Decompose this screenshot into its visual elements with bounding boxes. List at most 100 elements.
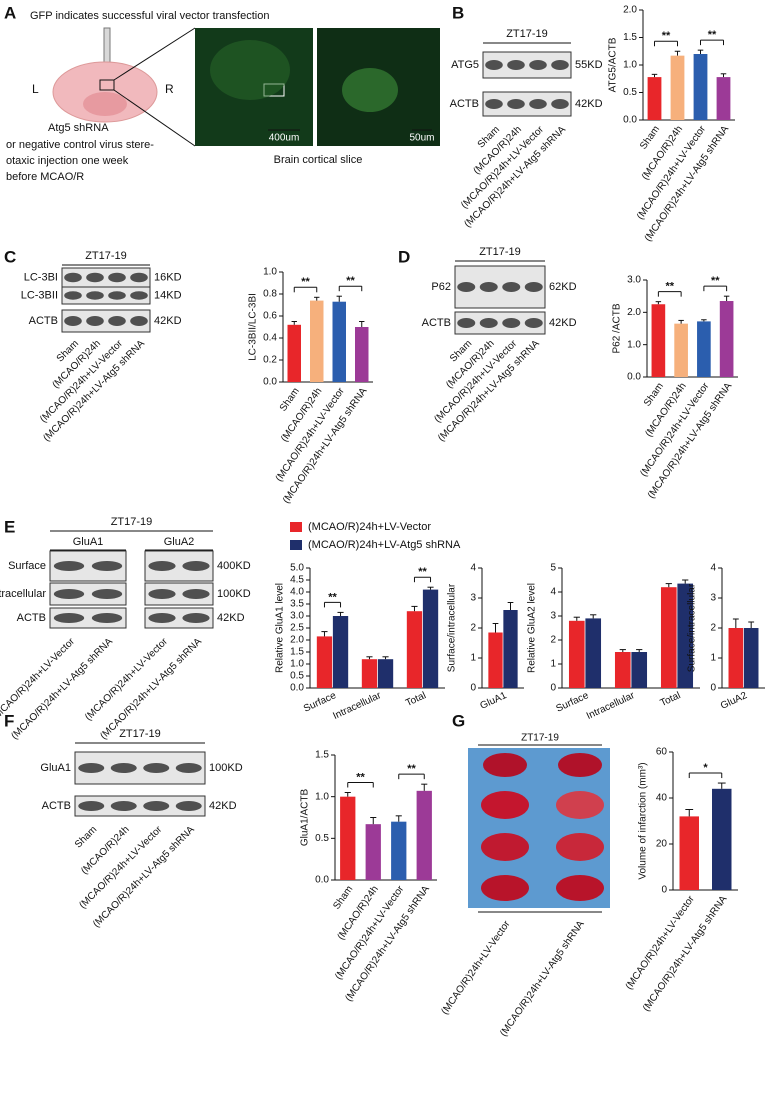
y-tick-label: 0.4 <box>263 333 277 344</box>
blot-band <box>148 589 176 599</box>
blot-band <box>485 99 503 109</box>
y-tick-label: 1.5 <box>623 32 637 43</box>
panel-label: E <box>4 517 15 536</box>
brain-section <box>481 833 529 861</box>
x-tick-label: Total <box>659 690 683 709</box>
blot-band <box>479 318 498 328</box>
bar <box>712 788 732 890</box>
blot-band <box>529 60 547 70</box>
size-label: 400KD <box>217 560 251 572</box>
blot-box <box>454 311 546 335</box>
time-label: ZT17-19 <box>119 728 161 740</box>
bar <box>679 816 699 890</box>
panel-label: C <box>4 247 16 266</box>
blot-band <box>143 801 170 811</box>
injection-box <box>99 79 115 91</box>
y-axis-title: Relative GluA1 level <box>275 583 286 673</box>
time-label: ZT17-19 <box>521 733 559 744</box>
blot-band <box>130 291 148 300</box>
y-tick-label: 40 <box>656 793 668 804</box>
hemisphere-label: L <box>32 82 39 96</box>
legend-swatch <box>290 522 302 532</box>
panel-label: A <box>4 3 16 22</box>
y-tick-label: 0 <box>710 683 716 694</box>
bar <box>660 587 677 688</box>
blot-band <box>64 291 82 300</box>
lane-label: Sham <box>73 824 99 850</box>
row-label: ATG5 <box>451 59 479 71</box>
y-tick-label: 4 <box>710 563 716 574</box>
brain-section <box>558 753 602 777</box>
y-axis-title: P62 /ACTB <box>612 303 623 353</box>
bar <box>332 616 349 688</box>
syringe <box>103 27 111 67</box>
y-tick-label: 2.5 <box>290 623 304 634</box>
blot-band <box>457 282 476 292</box>
bar <box>416 790 432 880</box>
x-tick-label: GluA2 <box>719 690 749 712</box>
injection-note: otaxic injection one week <box>6 155 129 167</box>
y-tick-label: 20 <box>656 839 668 850</box>
brain-section <box>481 875 529 901</box>
brain-section <box>483 753 527 777</box>
bar <box>287 324 301 382</box>
y-tick-label: 0.5 <box>315 833 329 844</box>
sig-label: ** <box>328 591 337 603</box>
blot-band <box>148 613 176 623</box>
y-axis-title: Relative GluA2 level <box>527 583 538 673</box>
time-label: ZT17-19 <box>506 28 548 40</box>
x-tick-label: Intracellular <box>331 690 383 722</box>
size-label: 14KD <box>154 289 182 301</box>
blot-band <box>91 589 123 599</box>
bar <box>677 583 694 688</box>
blot-band <box>182 613 210 623</box>
y-tick-label: 0.8 <box>263 289 277 300</box>
row-label: ACTB <box>17 612 46 624</box>
row-label: LC-3BI <box>24 271 58 283</box>
time-label: ZT17-19 <box>111 516 153 528</box>
y-tick-label: 2 <box>470 623 476 634</box>
y-axis-title: Volume of infarction (mm³) <box>638 762 649 879</box>
blot-band <box>175 763 202 773</box>
lane-label: (MCAO/R)24h+LV-Atg5 shRNA <box>498 919 587 1039</box>
bar <box>310 300 324 382</box>
blot-band <box>130 316 148 326</box>
bar <box>391 821 407 880</box>
bar <box>377 659 394 688</box>
size-label: 42KD <box>575 98 603 110</box>
legend-label: (MCAO/R)24h+LV-Atg5 shRNA <box>308 539 461 551</box>
row-label: ACTB <box>422 317 451 329</box>
sig-label: ** <box>356 771 365 783</box>
bar <box>614 652 631 688</box>
bar <box>361 659 378 688</box>
injection-note: or negative control virus stere- <box>6 139 154 151</box>
bar <box>316 636 333 688</box>
size-label: 42KD <box>217 612 245 624</box>
blot-band <box>91 561 123 571</box>
brain-section <box>556 833 604 861</box>
time-label: ZT17-19 <box>85 250 127 262</box>
panel-label: B <box>452 3 464 22</box>
legend-swatch <box>290 540 302 550</box>
sig-label: ** <box>711 275 720 287</box>
bar <box>365 824 381 880</box>
blot-band <box>485 60 503 70</box>
size-label: 42KD <box>209 800 237 812</box>
blot-band <box>479 282 498 292</box>
slice-label: Brain cortical slice <box>274 154 363 166</box>
sig-label: ** <box>346 275 355 287</box>
y-tick-label: 1.5 <box>315 750 329 761</box>
ttc-photo <box>468 748 610 908</box>
bar <box>355 327 369 382</box>
y-tick-label: 1.0 <box>290 659 304 670</box>
blot-band <box>182 589 210 599</box>
blot-band <box>502 318 521 328</box>
size-label: 42KD <box>549 317 577 329</box>
blot-band <box>86 272 104 283</box>
blot-box <box>144 582 214 606</box>
legend-label: (MCAO/R)24h+LV-Vector <box>308 521 431 533</box>
bar <box>719 301 734 377</box>
blot-band <box>551 99 569 109</box>
blot-band <box>507 99 525 109</box>
brain-section <box>481 791 529 819</box>
